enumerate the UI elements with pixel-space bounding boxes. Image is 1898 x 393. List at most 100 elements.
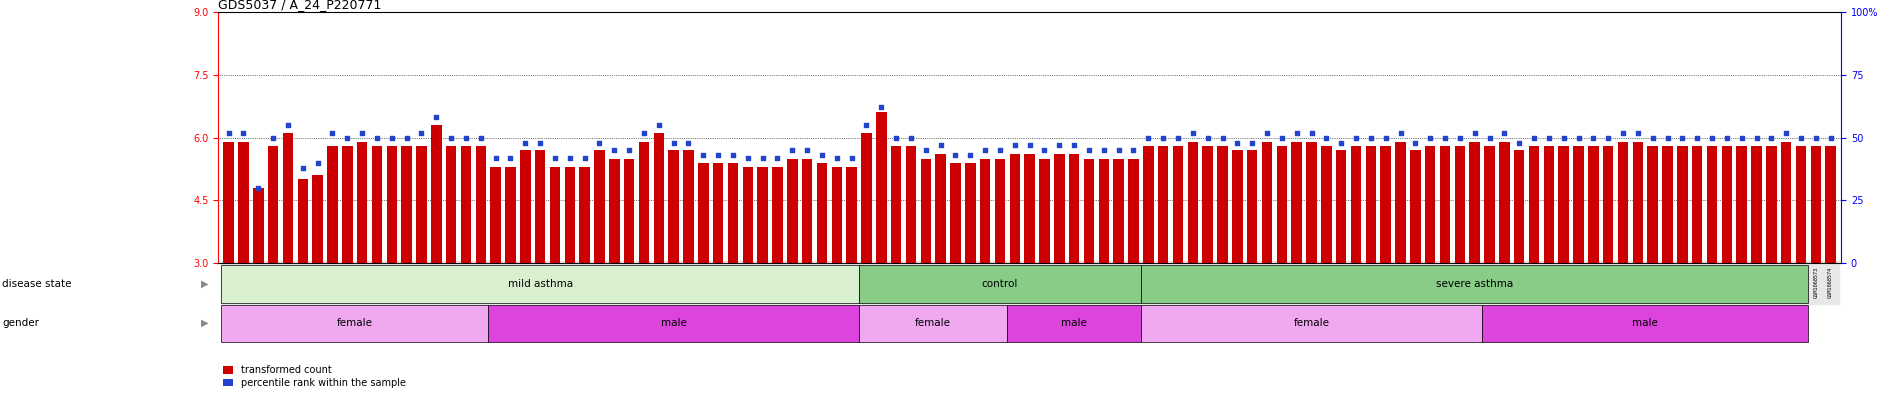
Bar <box>936 154 945 263</box>
Point <box>1327 140 1357 146</box>
Bar <box>461 146 471 263</box>
Point <box>1266 134 1296 141</box>
Point <box>569 154 600 161</box>
Point <box>1103 147 1133 153</box>
Point <box>955 152 985 158</box>
Bar <box>1811 146 1820 263</box>
Point <box>1416 134 1446 141</box>
Bar <box>877 112 886 263</box>
Point <box>837 154 867 161</box>
Bar <box>1025 154 1034 263</box>
Bar <box>224 142 233 263</box>
Point <box>896 134 926 141</box>
Point <box>600 147 630 153</box>
Text: gender: gender <box>2 318 38 328</box>
Bar <box>594 150 605 263</box>
Bar <box>788 158 797 263</box>
Bar <box>1099 158 1108 263</box>
Point <box>1207 134 1237 141</box>
Point <box>421 114 452 121</box>
Bar <box>1721 146 1733 263</box>
Bar <box>1425 146 1435 263</box>
Point <box>1118 147 1148 153</box>
Bar <box>1573 146 1583 263</box>
Point <box>1253 129 1283 136</box>
Point <box>1697 134 1727 141</box>
Bar <box>1691 146 1703 263</box>
Point <box>317 129 347 136</box>
Point <box>1192 134 1222 141</box>
Point <box>985 147 1015 153</box>
Bar <box>252 188 264 263</box>
Bar <box>1158 146 1169 263</box>
Point <box>1340 134 1370 141</box>
Bar <box>1008 305 1141 342</box>
Point <box>511 140 541 146</box>
Point <box>1740 134 1771 141</box>
Bar <box>1336 150 1346 263</box>
Text: female: female <box>915 318 951 328</box>
Bar <box>372 146 381 263</box>
Point <box>347 129 378 136</box>
Bar <box>890 146 902 263</box>
Point <box>376 134 406 141</box>
Point <box>1074 147 1105 153</box>
Bar <box>847 167 856 263</box>
Bar <box>698 163 708 263</box>
Bar <box>1558 146 1570 263</box>
Point <box>1312 134 1342 141</box>
Bar <box>1321 146 1332 263</box>
Point <box>733 154 763 161</box>
Bar <box>1632 142 1644 263</box>
Point <box>213 129 243 136</box>
Point <box>689 152 719 158</box>
Point <box>302 160 332 166</box>
Bar <box>1277 146 1287 263</box>
Bar <box>326 146 338 263</box>
Point <box>1534 134 1564 141</box>
Bar <box>803 158 812 263</box>
Point <box>822 154 852 161</box>
Point <box>526 140 556 146</box>
Bar <box>1469 142 1480 263</box>
Point <box>1577 134 1608 141</box>
Point <box>659 140 689 146</box>
Point <box>748 154 778 161</box>
Point <box>1666 134 1697 141</box>
Bar <box>727 163 738 263</box>
Point <box>1281 129 1312 136</box>
Point <box>273 122 304 128</box>
Bar <box>1114 158 1124 263</box>
Point <box>1401 140 1431 146</box>
Bar <box>1262 142 1272 263</box>
Point <box>1623 129 1653 136</box>
Point <box>1444 134 1475 141</box>
Text: mild asthma: mild asthma <box>507 279 573 289</box>
Point <box>970 147 1000 153</box>
Bar <box>490 167 501 263</box>
Point <box>1000 142 1031 148</box>
Legend: transformed count, percentile rank within the sample: transformed count, percentile rank withi… <box>224 365 406 388</box>
Bar <box>313 175 323 263</box>
Point <box>1133 134 1163 141</box>
Bar <box>1589 146 1598 263</box>
Bar <box>1247 150 1256 263</box>
Bar <box>1647 146 1657 263</box>
Bar <box>1499 142 1509 263</box>
Bar <box>431 125 442 263</box>
Bar <box>1706 146 1718 263</box>
Point <box>1014 142 1044 148</box>
Point <box>926 142 957 148</box>
Bar <box>1306 142 1317 263</box>
Point <box>1296 129 1327 136</box>
Point <box>1237 140 1268 146</box>
Bar <box>1767 146 1777 263</box>
Point <box>1148 134 1179 141</box>
Bar <box>683 150 693 263</box>
Point <box>865 104 896 110</box>
Bar <box>757 167 769 263</box>
Bar <box>1617 142 1628 263</box>
Bar <box>535 150 545 263</box>
Bar <box>1010 154 1019 263</box>
Point <box>1771 129 1801 136</box>
